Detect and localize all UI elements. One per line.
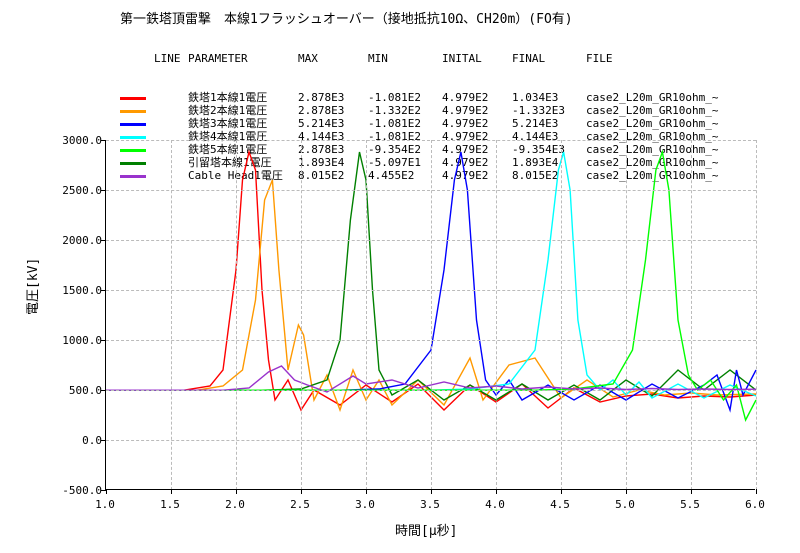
y-axis-label: 電圧[kV] — [22, 258, 41, 315]
legend-min: -1.081E2 — [368, 118, 442, 131]
hdr-init: INITAL — [442, 53, 512, 66]
hdr-file: FILE — [586, 53, 746, 66]
legend-param: 鉄塔2本線1電圧 — [188, 105, 298, 118]
x-tick-label: 4.0 — [480, 498, 510, 511]
y-tick-label: 3000.0 — [52, 134, 102, 147]
x-tick-label: 3.0 — [350, 498, 380, 511]
hdr-max: MAX — [298, 53, 368, 66]
hdr-min: MIN — [368, 53, 442, 66]
y-tick-label: 2500.0 — [52, 184, 102, 197]
hdr-final: FINAL — [512, 53, 586, 66]
legend-swatch-icon — [120, 97, 146, 100]
x-tick-label: 2.0 — [220, 498, 250, 511]
x-tick-label: 2.5 — [285, 498, 315, 511]
legend-row: 鉄塔2本線1電圧2.878E3-1.332E24.979E2-1.332E3ca… — [120, 105, 746, 118]
legend-init: 4.979E2 — [442, 92, 512, 105]
y-tick-label: -500.0 — [52, 484, 102, 497]
legend-min: -1.081E2 — [368, 92, 442, 105]
legend-final: 5.214E3 — [512, 118, 586, 131]
legend-final: -1.332E3 — [512, 105, 586, 118]
legend-final: 1.034E3 — [512, 92, 586, 105]
legend-file: case2_L20m_GR10ohm_~ — [586, 118, 746, 131]
y-tick-label: 1000.0 — [52, 334, 102, 347]
y-tick-label: 1500.0 — [52, 284, 102, 297]
legend-file: case2_L20m_GR10ohm_~ — [586, 105, 746, 118]
legend-swatch-icon — [120, 110, 146, 113]
legend-init: 4.979E2 — [442, 105, 512, 118]
hdr-param: PARAMETER — [188, 53, 298, 66]
legend-file: case2_L20m_GR10ohm_~ — [586, 92, 746, 105]
legend-row: 鉄塔3本線1電圧5.214E3-1.081E24.979E25.214E3cas… — [120, 118, 746, 131]
legend-param: 鉄塔3本線1電圧 — [188, 118, 298, 131]
legend-header: LINE PARAMETER MAX MIN INITAL FINAL FILE — [120, 53, 746, 66]
x-tick-label: 6.0 — [740, 498, 770, 511]
legend-init: 4.979E2 — [442, 118, 512, 131]
legend-param: 鉄塔1本線1電圧 — [188, 92, 298, 105]
legend-max: 5.214E3 — [298, 118, 368, 131]
legend-row: 鉄塔1本線1電圧2.878E3-1.081E24.979E21.034E3cas… — [120, 92, 746, 105]
legend-max: 2.878E3 — [298, 92, 368, 105]
legend-swatch-icon — [120, 136, 146, 139]
x-tick-label: 1.0 — [90, 498, 120, 511]
x-tick-label: 1.5 — [155, 498, 185, 511]
chart-title: 第一鉄塔頂雷撃 本線1フラッシュオーバー（接地抵抗10Ω、CH20m）(FO有) — [120, 8, 573, 27]
hdr-line: LINE — [154, 53, 188, 66]
y-tick-label: 500.0 — [52, 384, 102, 397]
legend-swatch-icon — [120, 123, 146, 126]
legend-min: -1.332E2 — [368, 105, 442, 118]
legend-max: 2.878E3 — [298, 105, 368, 118]
x-tick-label: 5.5 — [675, 498, 705, 511]
x-tick-label: 3.5 — [415, 498, 445, 511]
x-axis-label: 時間[μ秒] — [395, 520, 457, 539]
y-tick-label: 2000.0 — [52, 234, 102, 247]
plot-area — [105, 140, 755, 490]
x-tick-label: 5.0 — [610, 498, 640, 511]
x-tick-label: 4.5 — [545, 498, 575, 511]
y-tick-label: 0.0 — [52, 434, 102, 447]
